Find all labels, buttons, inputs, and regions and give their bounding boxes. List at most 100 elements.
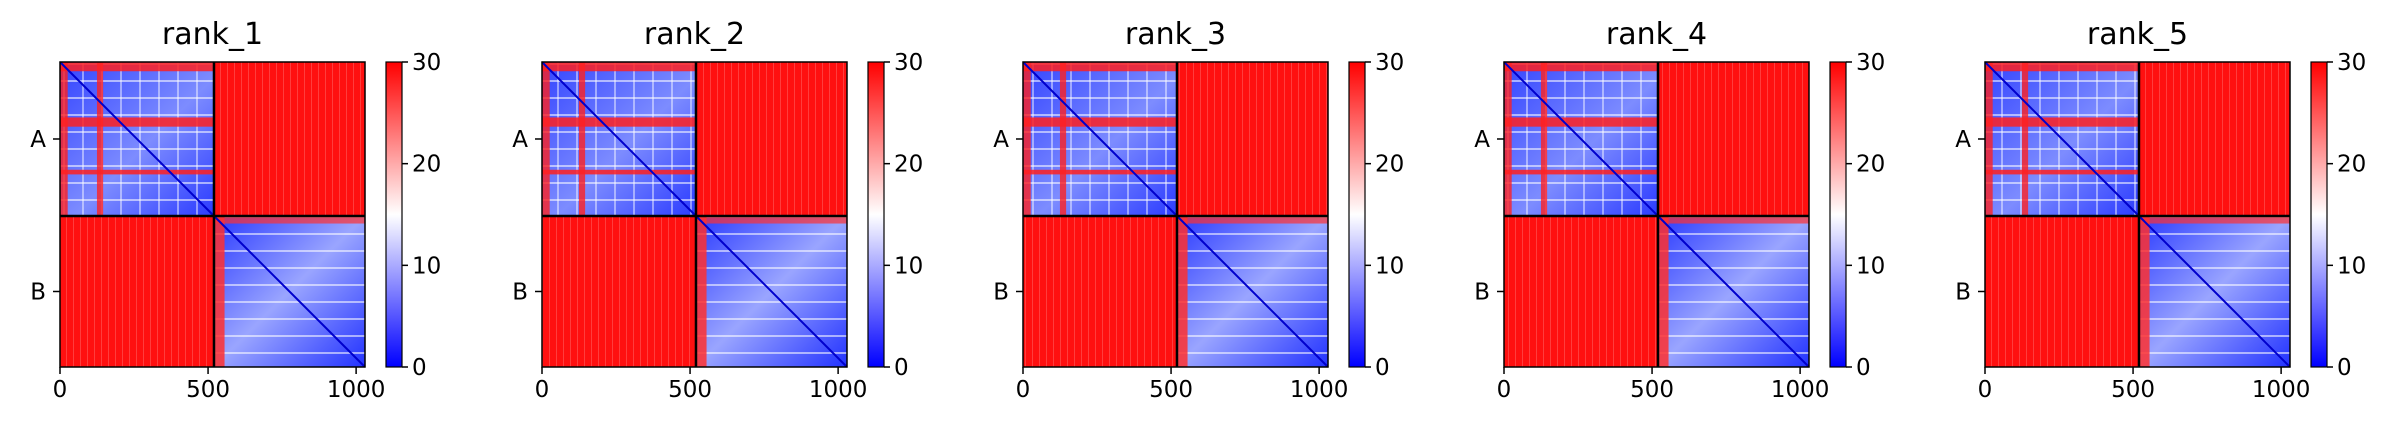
plot-frame xyxy=(59,61,366,368)
aa-row-band xyxy=(1504,169,1658,175)
y-tick-label: B xyxy=(512,279,528,305)
block-AB xyxy=(1176,62,1328,216)
bb-col-band xyxy=(1657,215,1669,367)
aa-row-band xyxy=(60,169,214,175)
aa-row-band xyxy=(542,117,696,127)
panel-title: rank_2 xyxy=(644,17,745,52)
block-BA xyxy=(60,215,214,367)
colorbar-tick-label: 10 xyxy=(1375,253,1404,279)
colorbar xyxy=(867,61,885,368)
colorbar-tick-label: 30 xyxy=(1375,50,1404,76)
diagonal-A xyxy=(59,61,215,217)
aa-col-band xyxy=(1059,62,1067,216)
x-tick-label: 500 xyxy=(2111,377,2155,403)
aa-row-band xyxy=(542,62,696,72)
y-tick-label: B xyxy=(1955,279,1971,305)
colorbar-tick-label: 30 xyxy=(894,50,923,76)
aa-col-band xyxy=(1504,62,1512,216)
aa-col-band xyxy=(60,62,68,216)
bb-row-band xyxy=(2138,215,2290,224)
aa-col-band xyxy=(1985,62,1993,216)
colorbar xyxy=(2310,61,2328,368)
y-tick-label: A xyxy=(1955,127,1971,153)
bb-row-band xyxy=(695,215,847,224)
aa-row-band xyxy=(60,117,214,127)
diagonal-A xyxy=(1503,61,1659,217)
x-tick-label: 1000 xyxy=(2252,377,2311,403)
diagonal-B xyxy=(1657,215,1810,368)
panel-title: rank_3 xyxy=(1125,17,1226,52)
x-tick-label: 1000 xyxy=(1771,377,1830,403)
aa-col-band xyxy=(542,62,550,216)
aa-row-band xyxy=(1985,169,2139,175)
colorbar xyxy=(385,61,403,368)
plot-frame xyxy=(1503,61,1810,368)
plot-frame xyxy=(1022,61,1329,368)
colorbar-tick-label: 0 xyxy=(2337,355,2352,381)
diagonal-B xyxy=(1176,215,1329,368)
block-BA xyxy=(1023,215,1177,367)
aa-row-band xyxy=(1985,62,2139,72)
aa-row-band xyxy=(1023,62,1177,72)
colorbar-tick-label: 20 xyxy=(894,152,923,178)
panel-title: rank_4 xyxy=(1606,17,1707,52)
x-tick-label: 0 xyxy=(535,377,550,403)
heatmap-panel-1: rank_1 0 500 1000 A B 0 10 20 30 xyxy=(30,17,441,403)
bb-col-band xyxy=(1176,215,1188,367)
colorbar-tick-label: 20 xyxy=(1856,152,1885,178)
bb-col-band xyxy=(695,215,707,367)
aa-row-band xyxy=(1504,62,1658,72)
colorbar-tick-label: 0 xyxy=(1856,355,1871,381)
bb-row-band xyxy=(213,215,365,224)
diagonal-B xyxy=(2138,215,2291,368)
aa-row-band xyxy=(1023,117,1177,127)
aa-row-band xyxy=(60,62,214,72)
block-AB xyxy=(1657,62,1809,216)
bb-row-band xyxy=(1176,215,1328,224)
y-tick-label: B xyxy=(1474,279,1490,305)
bb-col-band xyxy=(213,215,225,367)
colorbar xyxy=(1829,61,1847,368)
aa-col-band xyxy=(1540,62,1548,216)
y-tick-label: A xyxy=(993,127,1009,153)
plot-frame xyxy=(541,61,848,368)
x-tick-label: 1000 xyxy=(327,377,386,403)
heatmap-panel-5: rank_5 0 500 1000 A B 0 10 20 30 xyxy=(1955,17,2366,403)
x-tick-label: 0 xyxy=(53,377,68,403)
colorbar xyxy=(1348,61,1366,368)
x-tick-label: 500 xyxy=(1630,377,1674,403)
heatmap-panel-3: rank_3 0 500 1000 A B 0 10 20 30 xyxy=(993,17,1404,403)
block-AB xyxy=(213,62,365,216)
colorbar-tick-label: 10 xyxy=(894,253,923,279)
colorbar-tick-label: 30 xyxy=(2337,50,2366,76)
block-AB xyxy=(695,62,847,216)
aa-col-band xyxy=(2021,62,2029,216)
colorbar-tick-label: 20 xyxy=(1375,152,1404,178)
colorbar-tick-label: 0 xyxy=(894,355,909,381)
aa-row-band xyxy=(1504,117,1658,127)
colorbar-tick-label: 10 xyxy=(1856,253,1885,279)
colorbar-tick-label: 20 xyxy=(412,152,441,178)
x-tick-label: 1000 xyxy=(809,377,868,403)
colorbar-tick-label: 20 xyxy=(2337,152,2366,178)
block-BA xyxy=(1504,215,1658,367)
panel-title: rank_1 xyxy=(162,17,263,52)
colorbar-tick-label: 0 xyxy=(1375,355,1390,381)
aa-col-band xyxy=(96,62,104,216)
y-tick-label: A xyxy=(30,127,46,153)
diagonal-A xyxy=(1022,61,1178,217)
y-tick-label: A xyxy=(512,127,528,153)
x-tick-label: 500 xyxy=(668,377,712,403)
x-tick-label: 0 xyxy=(1016,377,1031,403)
aa-col-band xyxy=(1023,62,1031,216)
heatmap-panel-4: rank_4 0 500 1000 A B 0 10 20 30 xyxy=(1474,17,1885,403)
diagonal-B xyxy=(213,215,366,368)
x-tick-label: 500 xyxy=(1149,377,1193,403)
diagonal-B xyxy=(695,215,848,368)
colorbar-tick-label: 10 xyxy=(2337,253,2366,279)
y-tick-label: B xyxy=(30,279,46,305)
colorbar-tick-label: 0 xyxy=(412,355,427,381)
aa-row-band xyxy=(1985,117,2139,127)
block-BA xyxy=(542,215,696,367)
